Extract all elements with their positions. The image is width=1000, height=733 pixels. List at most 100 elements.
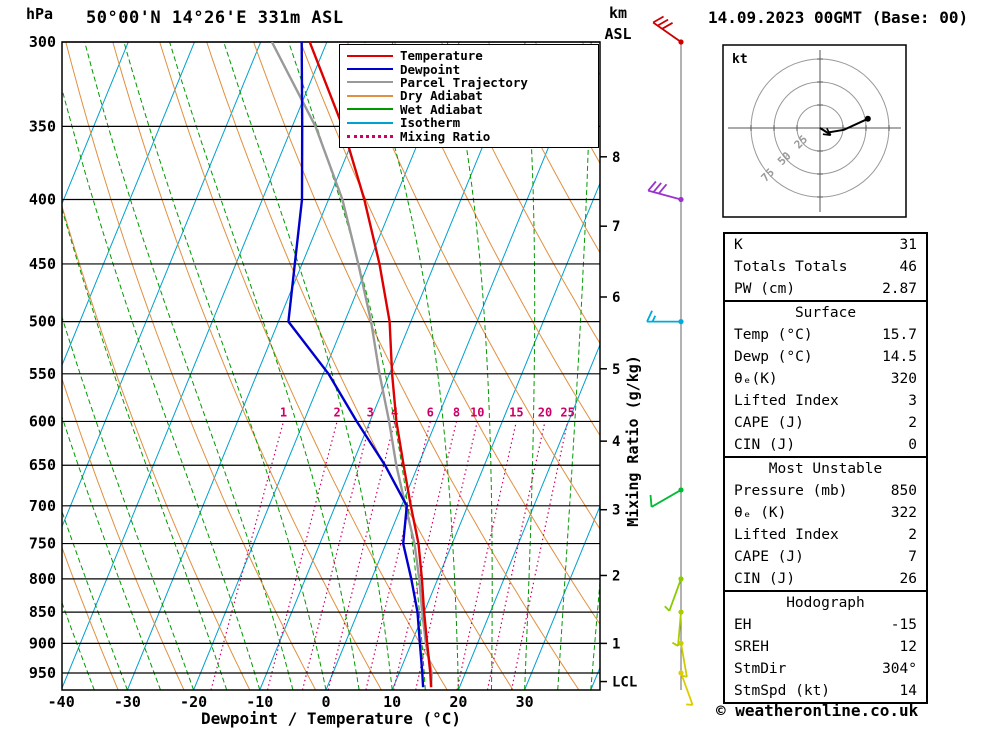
mixing-ratio-labels: 1 2 3 4 6 8 10 15 20 25 <box>280 405 575 419</box>
mixing-ratio-lines <box>210 421 569 690</box>
km-tick-label: 1 <box>612 636 620 652</box>
table-row: K 31 <box>725 234 926 256</box>
temp-tick-label: 0 <box>321 693 330 711</box>
pressure-tick-label: 450 <box>29 255 56 273</box>
x-axis-label: Dewpoint / Temperature (°C) <box>200 709 462 728</box>
row-value: 322 <box>890 505 917 521</box>
row-label: K <box>734 237 743 253</box>
row-label: SREH <box>734 639 769 655</box>
table-row: Totals Totals 46 <box>725 256 926 278</box>
stats-section: K 31 Totals Totals 46 PW (cm) 2.87 <box>725 234 926 300</box>
table-row: StmSpd (kt) 14 <box>725 680 926 702</box>
table-row: CAPE (J) 2 <box>725 412 926 434</box>
mixing-ratio-line-swatch <box>347 134 393 138</box>
pressure-tick-label: 350 <box>29 117 56 135</box>
pressure-tick-label: 550 <box>29 365 56 383</box>
row-value: 7 <box>908 549 917 565</box>
mixing-ratio-value: 10 <box>470 405 484 419</box>
legend-label: Temperature <box>400 48 483 64</box>
most-unstable-section: Most Unstable Pressure (mb) 850 θₑ (K) 322… <box>725 456 926 590</box>
row-label: CIN (J) <box>734 571 796 587</box>
legend-label: Parcel Trajectory <box>400 74 528 90</box>
legend-label: Wet Adiabat <box>400 101 483 117</box>
wind-barb <box>664 576 684 612</box>
row-value: 14 <box>899 683 917 699</box>
mixing-ratio-value: 20 <box>538 405 552 419</box>
dewpoint-line-swatch <box>347 68 393 71</box>
row-label: θₑ (K) <box>734 505 787 521</box>
pressure-tick-label: 650 <box>29 456 56 474</box>
temp-tick-label: 30 <box>516 693 534 711</box>
plot-border <box>61 41 601 691</box>
section-title: Surface <box>794 305 857 321</box>
temp-tick-label: 10 <box>383 693 401 711</box>
legend-label: Dewpoint <box>400 61 461 77</box>
sounding-curves <box>270 42 433 688</box>
surface-section: Surface Temp (°C) 15.7 Dewp (°C) 14.5 θₑ(K… <box>725 300 926 456</box>
wind-barb <box>646 310 684 325</box>
row-label: Lifted Index <box>734 527 839 543</box>
table-row: Dewp (°C) 14.5 <box>725 346 926 368</box>
mixing-ratio-axis-label: Mixing Ratio (g/kg) <box>624 355 642 527</box>
temperature-curve <box>308 42 433 688</box>
isotherm-line-swatch <box>347 121 393 124</box>
row-value: 26 <box>899 571 917 587</box>
table-row: CIN (J) 26 <box>725 568 926 590</box>
table-row: θₑ (K) 322 <box>725 502 926 524</box>
mixing-ratio-value: 15 <box>509 405 523 419</box>
temp-tick-label: -10 <box>246 693 273 711</box>
table-row: CIN (J) 0 <box>725 434 926 456</box>
row-label: EH <box>734 617 752 633</box>
legend-item-parcel: Parcel Trajectory <box>347 74 598 90</box>
legend-item-mixing-ratio: Mixing Ratio <box>347 129 598 144</box>
row-value: 0 <box>908 437 917 453</box>
row-label: PW (cm) <box>734 281 796 297</box>
row-value: 31 <box>899 237 917 253</box>
table-row: θₑ(K) 320 <box>725 368 926 390</box>
parcel-line-swatch <box>347 81 393 84</box>
row-value: 850 <box>890 483 917 499</box>
pressure-tick-label: 300 <box>29 33 56 51</box>
mixing-ratio-value: 2 <box>333 405 340 419</box>
km-tick-label: 6 <box>612 290 620 306</box>
row-value: 320 <box>890 371 917 387</box>
hodograph-trace-end <box>864 115 871 122</box>
section-title: Hodograph <box>786 595 865 611</box>
km-tick-label: 7 <box>612 219 620 235</box>
table-row: Lifted Index 2 <box>725 524 926 546</box>
mixing-ratio-value: 8 <box>453 405 460 419</box>
row-value: 2 <box>908 415 917 431</box>
mixing-ratio-value: 3 <box>367 405 374 419</box>
row-value: 46 <box>899 259 917 275</box>
wind-barb <box>652 15 684 45</box>
legend-item-dewpoint: Dewpoint <box>347 61 598 77</box>
hodograph-unit-label: kt <box>732 52 748 67</box>
table-row: PW (cm) 2.87 <box>725 278 926 300</box>
row-value: 304° <box>882 661 917 677</box>
section-title: Most Unstable <box>768 461 883 477</box>
temp-tick-label: -30 <box>114 693 141 711</box>
temp-tick-label: 20 <box>449 693 467 711</box>
temp-tick-label: -40 <box>48 693 75 711</box>
temp-tick-label: -20 <box>180 693 207 711</box>
pressure-tick-label: 750 <box>29 535 56 553</box>
table-row: Temp (°C) 15.7 <box>725 324 926 346</box>
row-label: θₑ(K) <box>734 371 778 387</box>
row-label: Lifted Index <box>734 393 839 409</box>
km-tick-label: LCL <box>612 675 637 691</box>
wind-barbs <box>646 15 694 706</box>
pressure-tick-label: 500 <box>29 313 56 331</box>
table-row: CAPE (J) 7 <box>725 546 926 568</box>
station-title: 50°00'N 14°26'E 331m ASL <box>86 8 344 28</box>
pressure-tick-label: 850 <box>29 603 56 621</box>
row-label: Totals Totals <box>734 259 848 275</box>
row-value: -15 <box>890 617 917 633</box>
row-label: CIN (J) <box>734 437 796 453</box>
axis-labels: 3003504004505005506006507007508008509009… <box>29 33 637 711</box>
dewpoint-curve <box>287 42 425 688</box>
altitude-unit-label: km ASL <box>600 3 636 45</box>
legend: Temperature Dewpoint Parcel Trajectory D… <box>339 44 599 148</box>
